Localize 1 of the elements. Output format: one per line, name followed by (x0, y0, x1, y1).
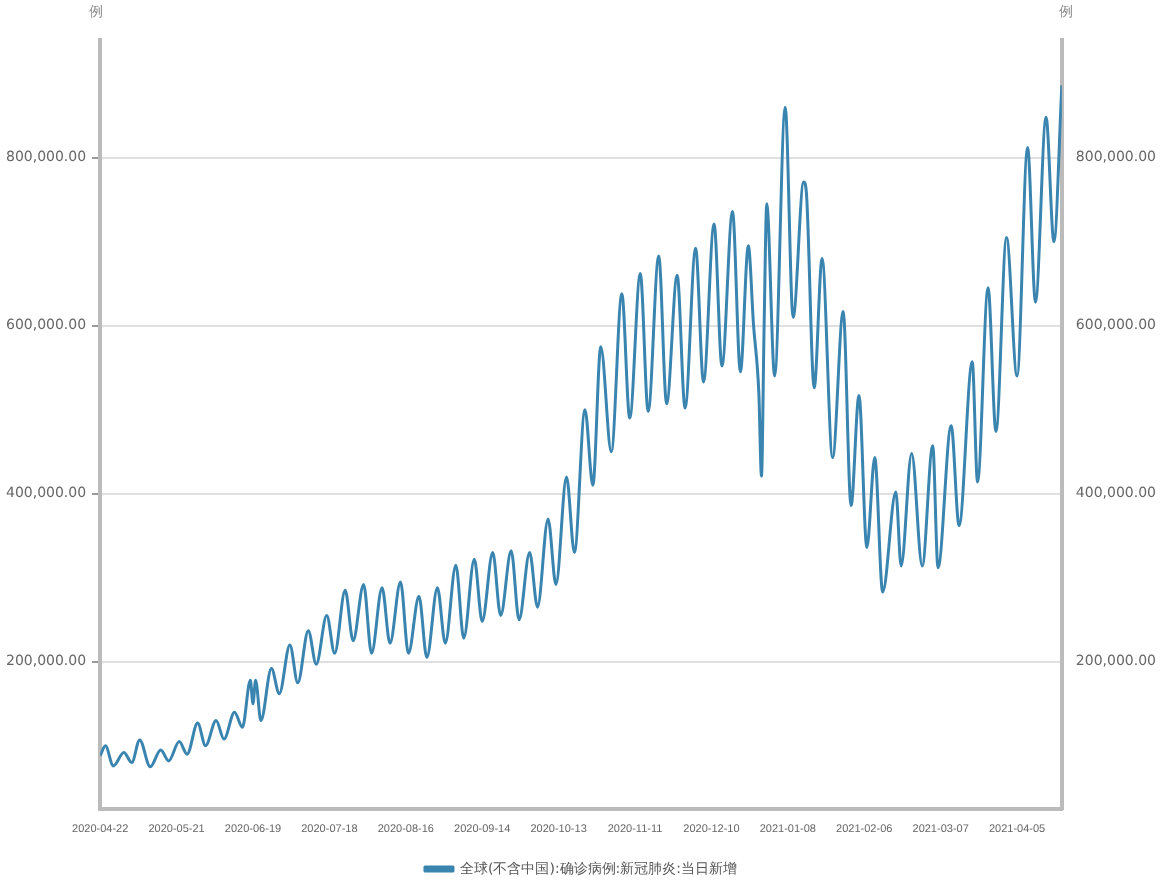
line-series (100, 83, 1062, 769)
